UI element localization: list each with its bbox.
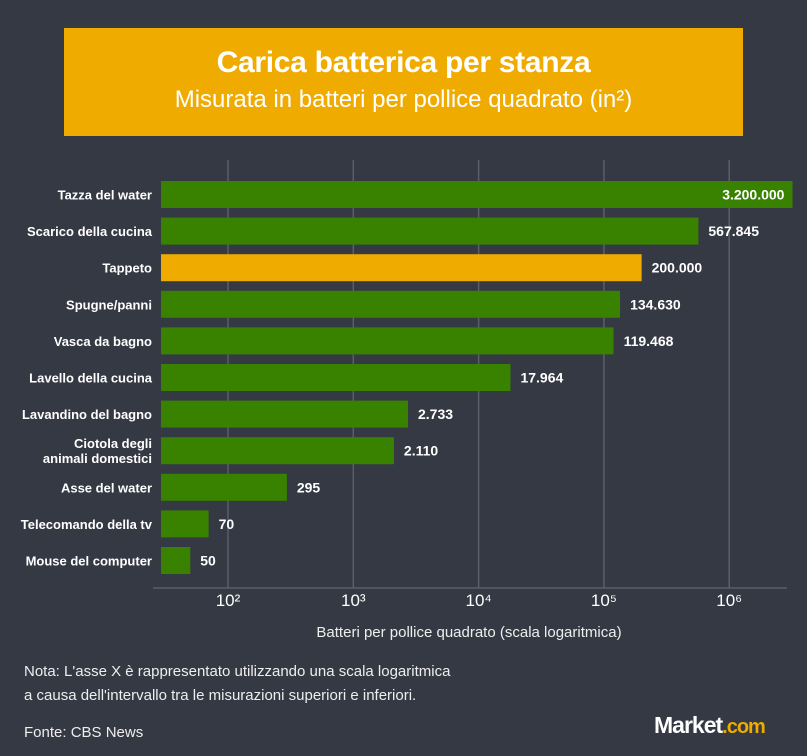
category-label: Asse del water — [61, 480, 152, 495]
x-tick-label: 10⁴ — [465, 591, 491, 610]
footnote-line: a causa dell'intervallo tra le misurazio… — [24, 687, 417, 704]
category-label: Telecomando della tv — [21, 517, 153, 532]
category-label: Lavandino del bagno — [22, 407, 152, 422]
value-label: 2.110 — [404, 443, 438, 459]
footnote-line: Nota: L'asse X è rappresentato utilizzan… — [24, 663, 451, 680]
x-axis-label: Batteri per pollice quadrato (scala loga… — [316, 624, 621, 641]
source: Fonte: CBS News — [24, 724, 144, 741]
value-label: 70 — [219, 516, 235, 532]
chart-subtitle: Misurata in batteri per pollice quadrato… — [174, 86, 633, 113]
footnote: Nota: L'asse X è rappresentato utilizzan… — [24, 660, 450, 708]
value-label: 17.964 — [520, 370, 563, 386]
category-label: Ciotola degli animali domestici — [43, 436, 152, 466]
market-logo: Market.com — [654, 712, 766, 738]
bar — [161, 181, 793, 208]
value-label: 200.000 — [652, 260, 703, 276]
category-label: Mouse del computer — [26, 554, 152, 569]
category-label: Lavello della cucina — [29, 371, 153, 386]
category-label: Scarico della cucina — [27, 224, 153, 239]
category-label: Tappeto — [102, 261, 152, 276]
bar — [161, 327, 614, 355]
bar — [161, 547, 191, 574]
bar — [161, 437, 394, 465]
bar — [161, 510, 209, 538]
bar — [161, 290, 621, 318]
x-tick-label: 10² — [216, 591, 241, 610]
category-label: Tazza del water — [58, 188, 152, 203]
bar — [161, 254, 642, 282]
value-label: 119.468 — [624, 333, 674, 349]
value-label: 3.200.000 — [722, 187, 784, 203]
bar — [161, 473, 287, 501]
value-label: 50 — [200, 553, 216, 569]
bar — [161, 364, 511, 391]
chart-title: Carica batterica per stanza — [216, 46, 591, 79]
x-tick-label: 10⁶ — [716, 591, 742, 610]
value-label: 2.733 — [418, 406, 453, 422]
value-label: 295 — [297, 479, 321, 495]
category-label: Spugne/panni — [66, 297, 152, 312]
title-banner: Carica batterica per stanza Misurata in … — [64, 28, 743, 136]
bar — [161, 217, 699, 245]
value-label: 567.845 — [708, 223, 759, 239]
category-label: Vasca da bagno — [54, 334, 152, 349]
bar — [161, 400, 409, 428]
value-label: 134.630 — [630, 296, 681, 312]
x-tick-label: 10⁵ — [591, 591, 617, 610]
x-tick-label: 10³ — [341, 591, 366, 610]
